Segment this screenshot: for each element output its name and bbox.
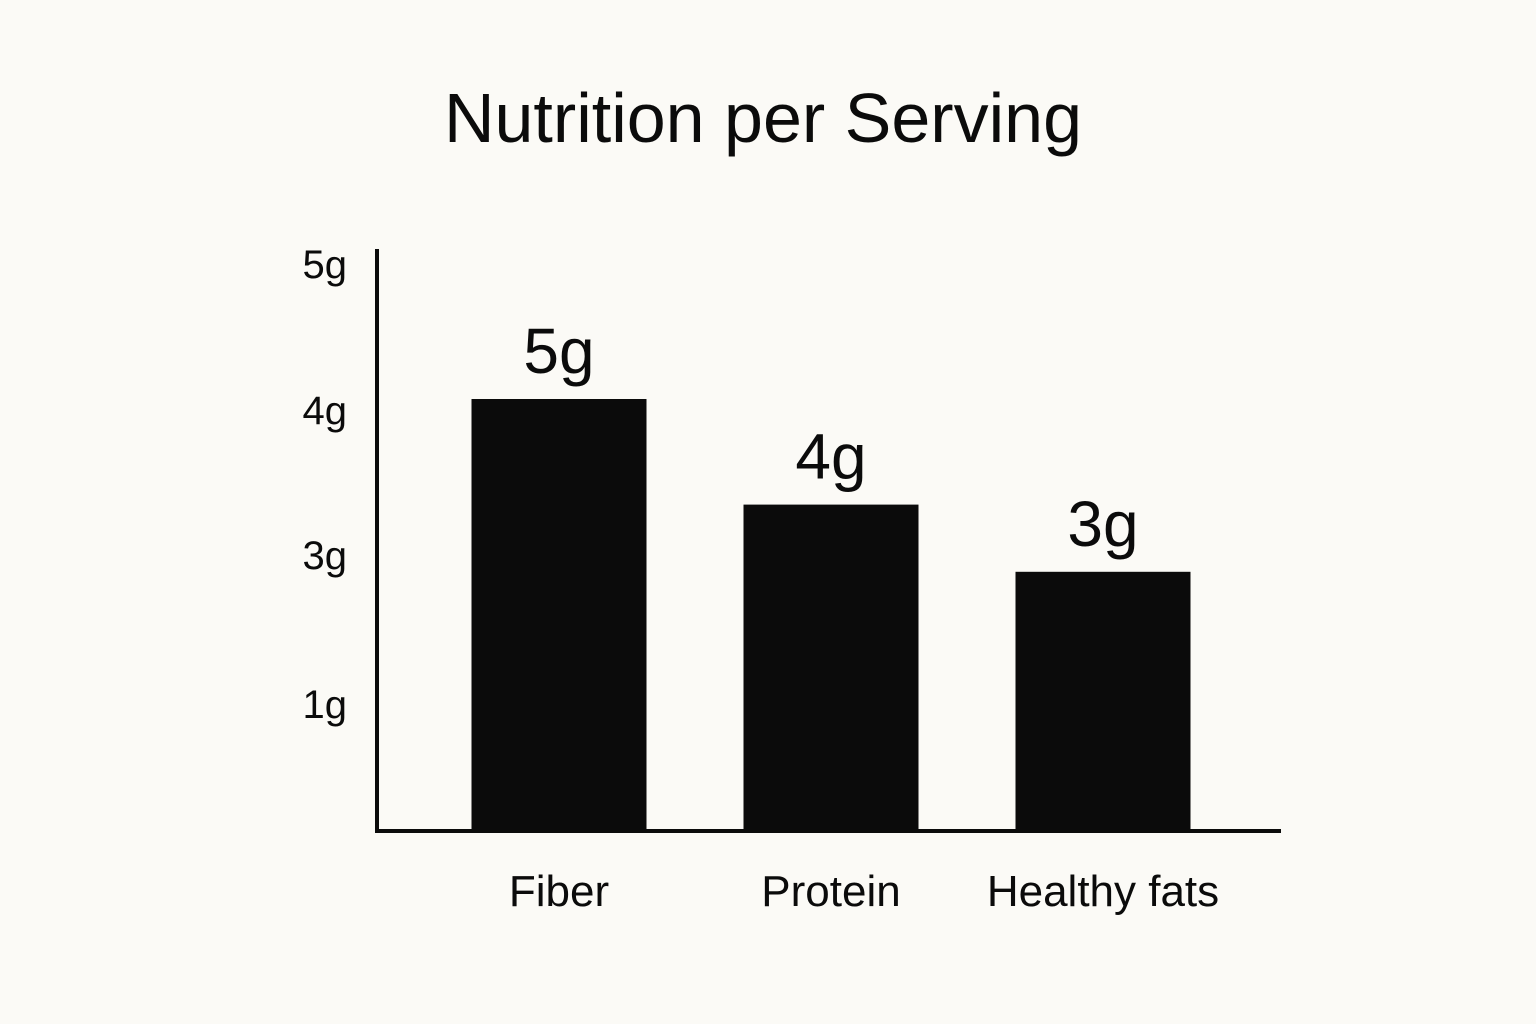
category-labels: Fiber Protein Healthy fats bbox=[509, 867, 1219, 916]
category-label: Healthy fats bbox=[987, 867, 1219, 916]
category-label: Fiber bbox=[509, 867, 609, 916]
y-tick-label: 1g bbox=[303, 683, 348, 727]
data-labels: 5g 4g 3g bbox=[523, 315, 1138, 560]
data-label: 5g bbox=[523, 315, 594, 387]
y-tick-label: 3g bbox=[303, 534, 348, 578]
y-tick-label: 4g bbox=[303, 389, 348, 433]
bars bbox=[471, 399, 1191, 831]
y-axis-ticks: 1g 3g 4g 5g bbox=[303, 243, 348, 727]
y-tick-label: 5g bbox=[303, 243, 348, 287]
data-label: 4g bbox=[795, 421, 866, 493]
chart-title: Nutrition per Serving bbox=[444, 79, 1082, 157]
bar-protein bbox=[743, 504, 919, 831]
bar-fiber bbox=[471, 399, 647, 831]
data-label: 3g bbox=[1067, 488, 1138, 560]
category-label: Protein bbox=[761, 867, 900, 916]
bar-healthy-fats bbox=[1015, 571, 1191, 831]
